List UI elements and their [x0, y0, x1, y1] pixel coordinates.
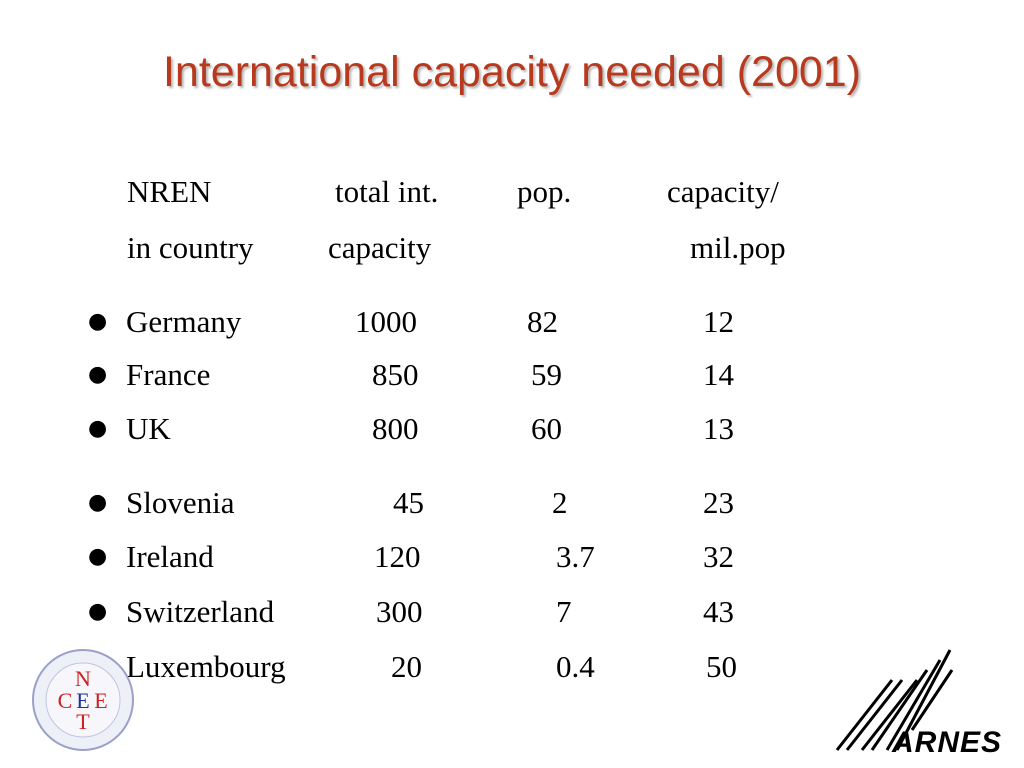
bullet-icon: ● [88, 362, 108, 387]
header-in-country: in country [127, 230, 254, 265]
bullet-icon: ● [88, 309, 108, 334]
pop-cell: 3.7 [556, 539, 595, 574]
per-mil-cell: 14 [703, 357, 734, 392]
header-nren: NREN [127, 174, 212, 209]
arnes-logo: ARNES [835, 649, 1002, 758]
ceenet-letter-n: N [75, 666, 91, 691]
header-mil-pop: mil.pop [690, 230, 786, 265]
ceenet-letter-t: T [76, 709, 90, 734]
pop-cell: 0.4 [556, 649, 595, 684]
bullet-icon: ● [88, 490, 108, 515]
header-capacity: capacity [328, 230, 432, 265]
bullet-icon: ● [88, 416, 108, 441]
pop-cell: 59 [531, 357, 562, 392]
per-mil-cell: 12 [703, 304, 734, 339]
arnes-logo-text: ARNES [891, 726, 1002, 758]
ceenet-letter-c: C [58, 688, 73, 713]
per-mil-cell: 43 [703, 594, 734, 629]
country-cell: France [126, 357, 211, 392]
country-cell: Switzerland [126, 594, 275, 629]
capacity-cell: 45 [393, 485, 424, 520]
ceenet-letter-e2: E [94, 688, 107, 713]
capacity-cell: 20 [391, 649, 422, 684]
header-pop: pop. [517, 174, 572, 209]
capacity-cell: 120 [374, 539, 421, 574]
pop-cell: 82 [527, 304, 558, 339]
slide-title: International capacity needed (2001) [162, 48, 862, 96]
country-cell: Slovenia [126, 485, 235, 520]
bullet-icon: ● [88, 544, 108, 569]
per-mil-cell: 50 [706, 649, 737, 684]
capacity-cell: 300 [376, 594, 423, 629]
bullet-icon: ● [88, 599, 108, 624]
ceenet-logo: N C E E T [32, 649, 134, 751]
per-mil-cell: 13 [703, 411, 734, 446]
pop-cell: 2 [552, 485, 568, 520]
capacity-cell: 850 [372, 357, 419, 392]
header-capacity-per: capacity/ [667, 174, 779, 209]
header-total-int: total int. [335, 174, 439, 209]
country-cell: Ireland [126, 539, 214, 574]
capacity-cell: 800 [372, 411, 419, 446]
country-cell: Germany [126, 304, 242, 339]
per-mil-cell: 23 [703, 485, 734, 520]
pop-cell: 60 [531, 411, 562, 446]
capacity-cell: 1000 [355, 304, 417, 339]
ceenet-letter-e1: E [76, 688, 89, 713]
per-mil-cell: 32 [703, 539, 734, 574]
country-cell: UK [126, 411, 171, 446]
country-cell: Luxembourg [126, 649, 286, 684]
pop-cell: 7 [556, 594, 572, 629]
